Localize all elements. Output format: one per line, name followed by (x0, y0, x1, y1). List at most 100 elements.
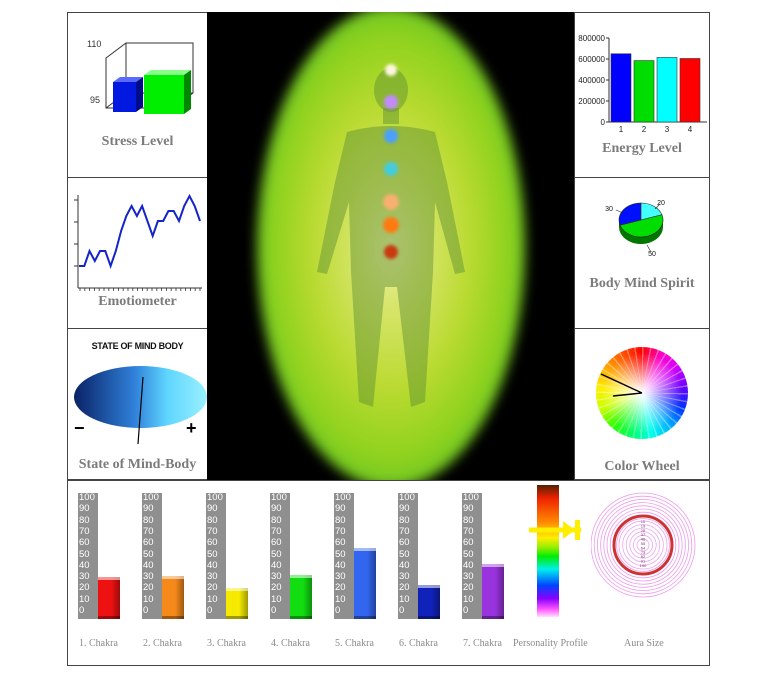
chakra-scale-tick: 0 (207, 605, 213, 616)
chakra-scale-tick: 20 (271, 582, 282, 594)
chakra-scale-tick: 60 (399, 537, 410, 549)
chakra-scale-tick: 10 (463, 593, 474, 605)
chakra-dot (384, 95, 398, 109)
chakra-bar-4 (290, 574, 312, 619)
body-mind-spirit-panel: 30 20 50 Body Mind Spirit (574, 177, 710, 329)
chakra-scale-tick: 100 (207, 492, 223, 503)
chakra-scale-tick: 60 (335, 537, 346, 549)
human-silhouette (317, 64, 465, 407)
chakra-scale-tick: 60 (79, 537, 90, 549)
aura-inner-ring (633, 535, 653, 555)
chakra-scale-tick: 40 (207, 559, 218, 571)
stress-y-min-label: 95 (90, 95, 100, 105)
chakra-scale-tick: 40 (399, 559, 410, 571)
chakra-scale-tick: 10 (143, 593, 154, 605)
chakra-scale-tick: 30 (143, 571, 154, 583)
pie-slice-50 (619, 214, 664, 238)
chakra-scale-tick: 20 (399, 582, 410, 594)
chakra-scale-tick: 50 (79, 548, 90, 560)
stress-bar-green (144, 75, 184, 114)
aura-size-indicator-ring (612, 514, 674, 576)
chakra-label-5: 5. Chakra (335, 638, 374, 649)
aura-ring-label: 82 (641, 554, 646, 559)
emotiometer-chart (74, 193, 202, 291)
aura-outer-ring (603, 505, 683, 585)
personality-profile-marker (529, 520, 581, 540)
chakra-scale: 100 90 80 70 60 50 40 30 20 10 0 (270, 493, 290, 619)
aura-inner-ring (622, 524, 664, 566)
energy-bar-4 (679, 58, 701, 123)
aura-ring-label: 64 (641, 545, 646, 550)
chakra-scale-tick: 10 (399, 593, 410, 605)
chakra-bar-3 (226, 587, 248, 619)
pie-leader-line (646, 244, 652, 253)
body-mind-spirit-chart: 30 20 50 (605, 200, 665, 258)
chakra-scale-tick: 70 (463, 525, 474, 537)
aura-outer-ring (606, 508, 680, 582)
stress-bar-top (144, 70, 191, 75)
chakra-scale-tick: 70 (79, 525, 90, 537)
energy-y-tick-label: 0 (601, 118, 606, 127)
chakra-scale-tick: 90 (399, 503, 410, 515)
chakra-scale-tick: 20 (79, 582, 90, 594)
personality-profile-label: Personality Profile (513, 638, 588, 649)
chakra-scale: 100 90 80 70 60 50 40 30 20 10 0 (206, 493, 226, 619)
chakra-scale-tick: 0 (79, 605, 85, 616)
pie-leader-line (654, 203, 661, 210)
chakra-dot (384, 162, 398, 176)
chakra-scale-tick: 20 (335, 582, 346, 594)
state-of-mind-title: State of Mind-Body (78, 457, 197, 472)
chakra-scale-tick: 60 (207, 537, 218, 549)
energy-y-tick-label: 400000 (578, 76, 605, 85)
chakra-scale-tick: 70 (143, 525, 154, 537)
chakra-scale-tick: 30 (399, 571, 410, 583)
stress-level-chart: 110 95 (87, 39, 194, 114)
stress-level-panel: 110 95 Stress Level (67, 12, 208, 178)
chakra-label-3: 3. Chakra (207, 638, 246, 649)
aura-outer-ring (593, 495, 693, 595)
stress-bar-blue (113, 82, 136, 112)
chakra-scale-tick: 80 (143, 514, 154, 526)
stress-bar-top (113, 77, 143, 82)
energy-x-tick-label: 3 (665, 125, 670, 134)
chakra-scale-tick: 90 (143, 503, 154, 515)
chakra-scale-tick: 40 (143, 559, 154, 571)
pie-label: 30 (605, 206, 613, 213)
energy-y-tick-label: 800000 (578, 34, 605, 43)
chakra-scale-tick: 100 (399, 492, 415, 503)
aura-ring-label: 37 (641, 532, 646, 537)
pie-label: 20 (657, 200, 665, 207)
energy-level-chart: 0 200000 400000 600000 800000 1 2 3 4 (578, 34, 707, 134)
chakra-levels-panel: 100 90 80 70 60 50 40 30 20 10 0 1. Chakra 100 90 80 70… (67, 480, 710, 666)
chakra-bar-6 (418, 584, 440, 619)
chakra-scale-tick: 10 (271, 593, 282, 605)
chakra-scale-tick: 10 (79, 593, 90, 605)
chakra-scale: 100 90 80 70 60 50 40 30 20 10 0 (462, 493, 482, 619)
chakra-label-4: 4. Chakra (271, 638, 310, 649)
chakra-scale-tick: 50 (335, 548, 346, 560)
chakra-scale-tick: 90 (79, 503, 90, 515)
chakra-scale-tick: 70 (335, 525, 346, 537)
chakra-scale-tick: 50 (463, 548, 474, 560)
chakra-scale-tick: 80 (271, 514, 282, 526)
chakra-scale-tick: 90 (207, 503, 218, 515)
chakra-scale: 100 90 80 70 60 50 40 30 20 10 0 (78, 493, 98, 619)
state-of-mind-minus: − (74, 418, 85, 438)
state-of-mind-panel: STATE OF MIND BODY − + State of Mind-Bod… (67, 328, 208, 480)
chakra-label-2: 2. Chakra (143, 638, 182, 649)
chakra-scale-tick: 0 (143, 605, 149, 616)
chakra-dot (383, 217, 399, 233)
chakra-scale-tick: 80 (335, 514, 346, 526)
aura-ring-label: 55 (641, 541, 646, 546)
chakra-scale-tick: 100 (143, 492, 159, 503)
chakra-bar-5 (354, 548, 376, 619)
chakra-scale: 100 90 80 70 60 50 40 30 20 10 0 (142, 493, 162, 619)
chakra-scale: 100 90 80 70 60 50 40 30 20 10 0 (334, 493, 354, 619)
aura-size-label: Aura Size (624, 638, 664, 649)
aura-ring-label: 19 (641, 523, 646, 528)
aura-ring-label: 28 (641, 528, 646, 533)
energy-level-title: Energy Level (602, 141, 682, 156)
aura-outer-ring (597, 499, 689, 591)
energy-x-tick-label: 2 (642, 125, 647, 134)
